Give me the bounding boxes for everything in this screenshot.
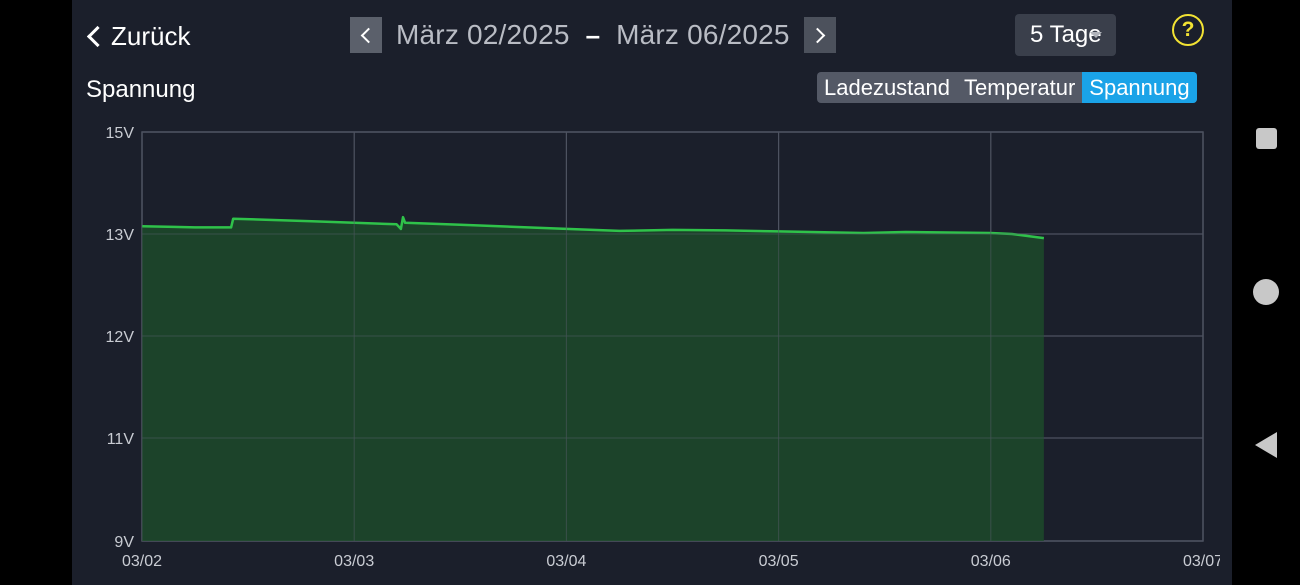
section-title: Spannung <box>86 76 196 103</box>
x-tick-label: 03/05 <box>759 553 799 570</box>
chevron-left-icon <box>86 25 109 47</box>
date-separator: – <box>585 19 601 50</box>
range-selected-value: 5 Tage <box>1030 21 1102 48</box>
tab-spannung[interactable]: Spannung <box>1082 72 1197 103</box>
recent-apps-icon[interactable] <box>1256 128 1277 149</box>
voltage-area <box>142 217 1044 541</box>
home-icon[interactable] <box>1253 279 1279 305</box>
date-to: März 06/2025 <box>616 19 790 50</box>
x-tick-label: 03/06 <box>971 553 1011 570</box>
y-tick-label: 9V <box>114 534 134 551</box>
system-back-icon[interactable] <box>1255 432 1277 458</box>
x-tick-label: 03/07 <box>1183 553 1220 570</box>
x-tick-label: 03/02 <box>122 553 162 570</box>
chevron-left-icon <box>360 27 376 43</box>
date-from: März 02/2025 <box>396 19 570 50</box>
back-button[interactable]: Zurück <box>84 18 190 54</box>
x-tick-label: 03/04 <box>546 553 586 570</box>
tab-ladezustand[interactable]: Ladezustand <box>824 74 950 100</box>
chevron-right-icon <box>809 27 826 43</box>
range-dropdown[interactable]: 5 Tage <box>1015 14 1116 56</box>
back-label: Zurück <box>111 20 191 51</box>
metric-tabs: Ladezustand Temperatur Spannung <box>817 72 1197 103</box>
previous-period-button[interactable] <box>350 17 382 53</box>
next-period-button[interactable] <box>803 17 836 53</box>
voltage-chart: 15V 13V 12V 11V 9V 03/02 03/03 03/04 03/05 03/06 0… <box>106 125 1220 570</box>
y-tick-label: 11V <box>107 431 135 448</box>
y-tick-label: 12V <box>106 329 135 346</box>
tab-temperatur[interactable]: Temperatur <box>964 74 1076 100</box>
voltage-line <box>141 215 1045 240</box>
x-tick-label: 03/03 <box>334 553 374 570</box>
y-tick-label: 15V <box>106 125 135 142</box>
help-icon[interactable]: ? <box>1172 14 1204 46</box>
y-tick-label: 13V <box>106 227 135 244</box>
caret-down-icon <box>1090 32 1102 38</box>
date-range-navigator: März 02/2025 – März 06/2025 <box>350 16 836 54</box>
help-symbol: ? <box>1181 18 1195 41</box>
